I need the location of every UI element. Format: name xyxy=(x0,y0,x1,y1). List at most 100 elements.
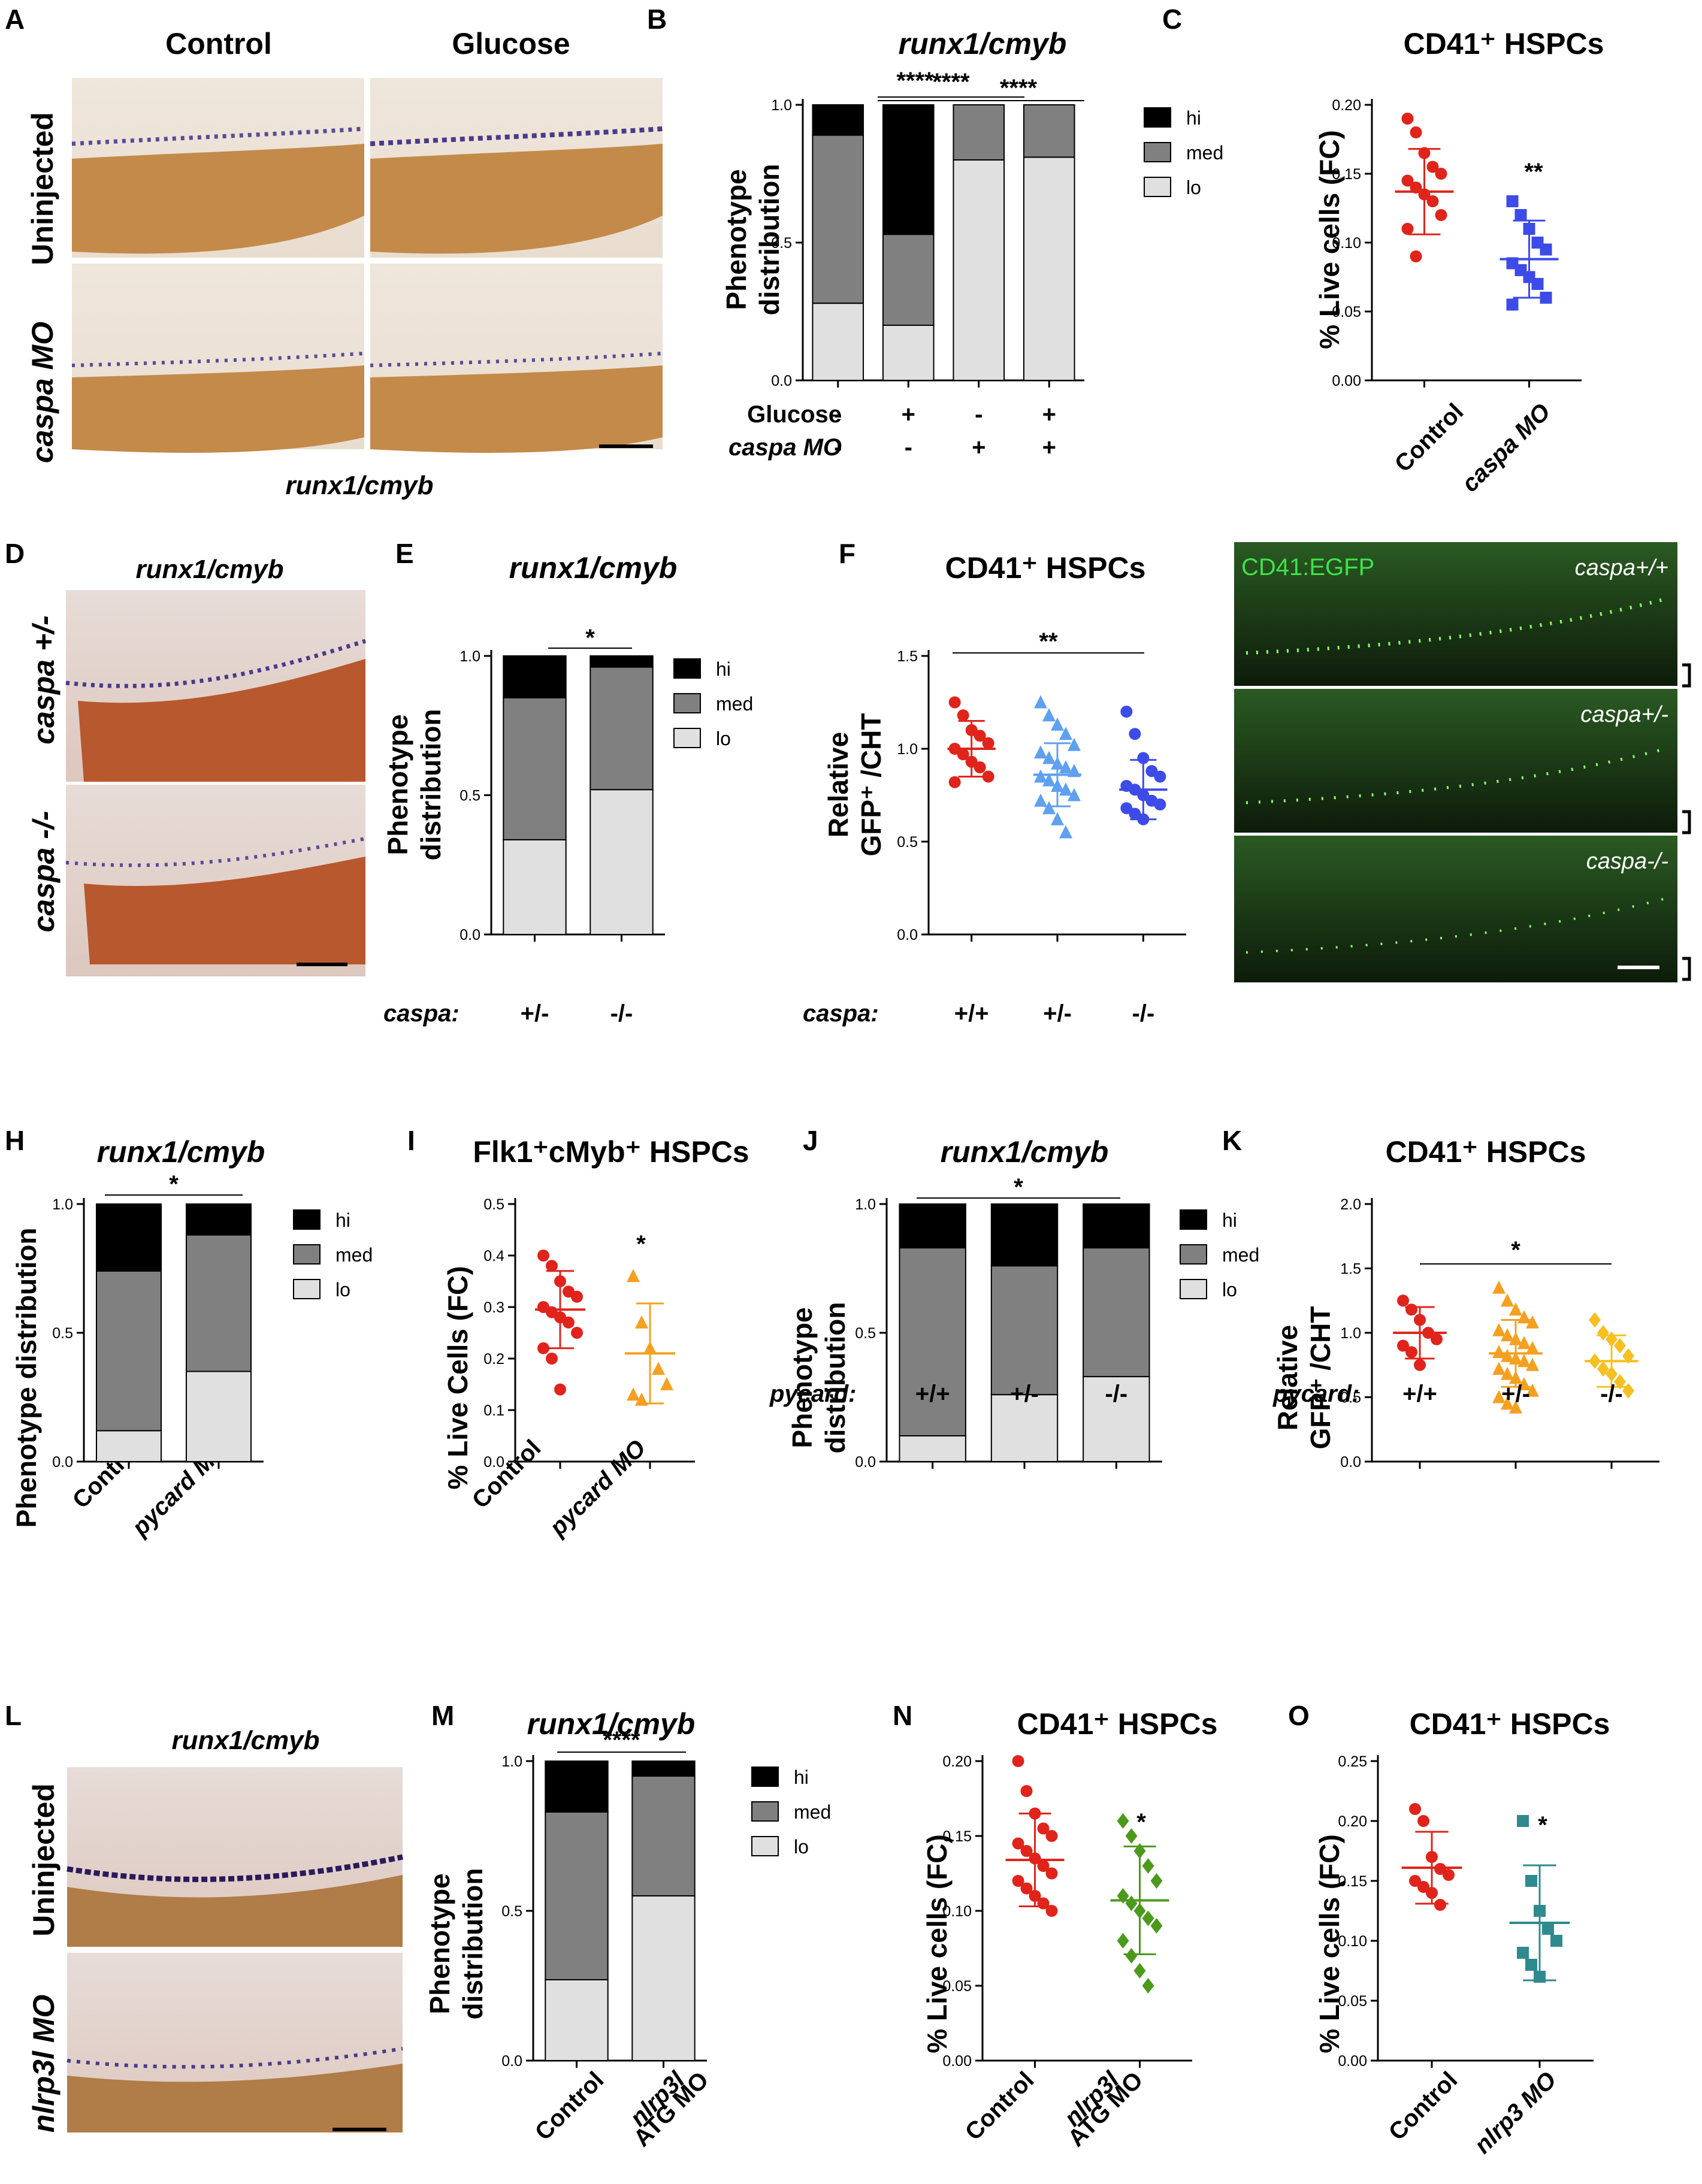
chart-B-row-value: - xyxy=(975,401,982,428)
chart-K-point xyxy=(1589,1312,1601,1328)
chart-K-row-value: +/+ xyxy=(1402,1381,1437,1407)
chart-F-point xyxy=(1154,798,1166,810)
chart-K-ytick-label: 2.0 xyxy=(1340,1196,1361,1213)
chart-J-bar-hi xyxy=(1083,1203,1150,1249)
chart-I-sig-label: * xyxy=(636,1231,646,1257)
chart-J-bar-lo xyxy=(899,1435,966,1462)
chart-N-significance: * xyxy=(1136,1809,1146,1835)
chart-E-row-value: +/- xyxy=(521,1000,549,1027)
chart-F-row-value: -/- xyxy=(1132,1000,1154,1027)
chart-M-legend-label: med xyxy=(794,1801,831,1823)
chart-N-point xyxy=(1037,1822,1050,1835)
chart-row-labels: Glucose caspa MO caspa: caspa: pycard: p… xyxy=(383,401,1360,1407)
chart-F-point xyxy=(1051,717,1064,731)
chart-K-point xyxy=(1492,1345,1506,1359)
chart-O-point xyxy=(1434,1899,1446,1911)
chart-F-ylabel-2: GFP⁺ /CHT xyxy=(855,713,887,857)
panel-label-M: M xyxy=(431,1700,454,1731)
chart-E-legend-swatch xyxy=(673,728,701,748)
panel-label-C: C xyxy=(1162,4,1182,35)
chart-O-ytick-label: 0.00 xyxy=(1338,2053,1367,2070)
chart-M-sig-label: **** xyxy=(603,1727,640,1753)
chart-N-point xyxy=(1012,1875,1024,1887)
chart-H-ylabel: Phenotype distribution xyxy=(11,1228,42,1528)
chart-B-bar-lo xyxy=(812,303,864,382)
chart-I-ytick-label: 0.3 xyxy=(483,1299,504,1316)
panel-label-B: B xyxy=(647,4,667,35)
panel-D-title: runx1/cmyb xyxy=(136,555,284,584)
chart-N-point xyxy=(1150,1918,1163,1934)
chart-C-point xyxy=(1410,126,1422,138)
chart-I-point xyxy=(554,1383,566,1396)
chart-B-row-value: + xyxy=(1042,434,1056,461)
chart-F-point xyxy=(974,761,986,773)
chart-I-point xyxy=(571,1290,583,1303)
chart-E-significance: * xyxy=(548,625,632,651)
chart-B-title: runx1/cmyb xyxy=(899,27,1067,61)
chart-J-ytick-label: 1.0 xyxy=(855,1196,876,1213)
chart-F-point xyxy=(1154,770,1166,783)
micrograph-caspa-het xyxy=(65,590,367,782)
chart-O-point xyxy=(1517,1947,1529,1959)
chart-C-point xyxy=(1435,168,1447,180)
chart-B-ylabel-1: Phenotype xyxy=(721,169,752,310)
chart-J-row-value: +/- xyxy=(1010,1381,1039,1407)
chart-B-bar-med xyxy=(812,134,864,304)
panel-A-caption: runx1/cmyb xyxy=(286,471,434,500)
chart-B-row-value: - xyxy=(834,401,842,428)
chart-H-bar-med xyxy=(186,1234,252,1372)
chart-K-point xyxy=(1501,1396,1514,1410)
chart-B-row-value: - xyxy=(905,434,912,461)
chart-J-bar-med xyxy=(899,1247,966,1437)
chart-O-ytick-label: 0.15 xyxy=(1338,1873,1367,1890)
chart-N-point xyxy=(1012,1837,1024,1850)
chart-C-point xyxy=(1540,243,1552,256)
panel-L-title: runx1/cmyb xyxy=(172,1726,320,1755)
panel-A-micrographs: Control Glucose Uninjected caspa MO runx… xyxy=(26,27,663,500)
chart-F: 0.0 0.5 1.0 1.5 +/+ +/- -/- xyxy=(897,648,1186,1027)
chart-O-point xyxy=(1409,1875,1421,1887)
chart-N-point xyxy=(1045,1867,1058,1880)
chart-H-legend-label: hi xyxy=(335,1209,350,1231)
chart-B-sig-label: **** xyxy=(1000,75,1038,101)
chart-K-row-value: -/- xyxy=(1600,1381,1623,1407)
micrograph-control-uninjected xyxy=(71,78,365,258)
chart-J-legend-swatch xyxy=(1180,1279,1207,1299)
chart-M-ytick-label: 0.0 xyxy=(501,2053,522,2070)
chart-N-point xyxy=(1020,1785,1033,1797)
chart-N-point xyxy=(1150,1873,1163,1889)
chart-J-ytick-label: 0.5 xyxy=(855,1325,876,1342)
chart-E-bar-med xyxy=(589,666,654,791)
chart-K-point xyxy=(1614,1374,1626,1390)
chart-K-point xyxy=(1622,1348,1634,1364)
chart-O-xlabel-nlrp3: nlrp3 MO xyxy=(1470,2067,1562,2159)
chart-C-point xyxy=(1410,250,1422,262)
chart-K-point xyxy=(1526,1383,1539,1397)
panel-L-micrographs: runx1/cmyb Uninjected nlrp3l MO xyxy=(27,1726,403,2132)
chart-B-ytick-label: 0.0 xyxy=(771,373,792,389)
chart-B-legend-swatch xyxy=(1144,177,1171,197)
chart-M-xlabel-control: Control xyxy=(530,2067,609,2146)
chart-C-point xyxy=(1401,113,1414,125)
chart-B-bar-hi xyxy=(882,104,935,235)
chart-C-ytick-label: 0.15 xyxy=(1332,166,1361,183)
chart-J-legend-label: hi xyxy=(1222,1209,1237,1231)
chart-K-point xyxy=(1614,1338,1626,1354)
chart-M-legend-swatch xyxy=(751,1836,779,1856)
chart-I: 0.0 0.1 0.2 0.3 0.4 0.5 xyxy=(483,1196,695,1471)
panel-labels: A B C D E F G H I J K L M N O xyxy=(5,4,1310,1731)
chart-B-significance: **** xyxy=(878,68,953,101)
chart-N-point xyxy=(1045,1830,1058,1842)
chart-I-ytick-label: 0.4 xyxy=(483,1248,504,1265)
chart-F-ytick-label: 0.5 xyxy=(897,834,918,851)
chart-O-xlabel-control: Control xyxy=(1384,2067,1463,2146)
chart-C-ylabel: % Live cells (FC) xyxy=(1314,130,1345,349)
chart-J-legend-label: lo xyxy=(1222,1279,1237,1300)
chart-J-bar-hi xyxy=(990,1203,1059,1267)
chart-J-bar-med xyxy=(990,1265,1059,1396)
chart-J-ylabel-1: Phenotype xyxy=(787,1307,818,1448)
chart-F-point xyxy=(1034,695,1047,709)
chart-I-point xyxy=(660,1377,673,1390)
chart-C-point xyxy=(1401,174,1414,187)
chart-K-point xyxy=(1517,1336,1531,1350)
